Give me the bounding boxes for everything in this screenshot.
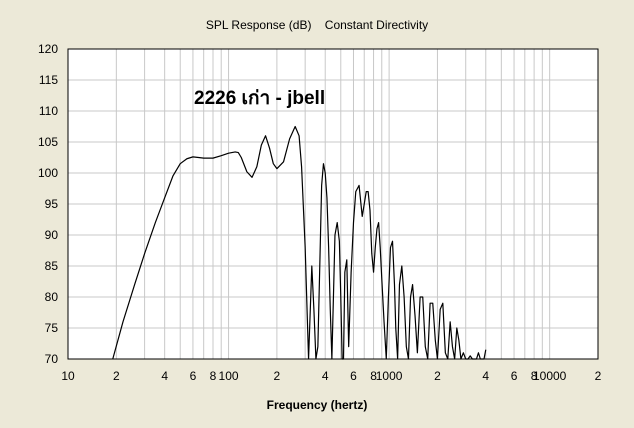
- y-tick-label: 120: [38, 42, 58, 56]
- y-tick-label: 80: [45, 290, 59, 304]
- y-tick-label: 105: [38, 135, 58, 149]
- y-tick-label: 115: [39, 73, 58, 87]
- x-axis-label: Frequency (hertz): [267, 398, 368, 412]
- x-tick-label: 2: [113, 369, 120, 383]
- x-tick-label: 4: [322, 369, 329, 383]
- chart-title: SPL Response (dB) Constant Directivity: [206, 18, 428, 32]
- x-tick-label: 1000: [376, 369, 403, 383]
- y-tick-label: 90: [45, 228, 59, 242]
- x-tick-label: 6: [511, 369, 518, 383]
- y-tick-label: 85: [45, 259, 59, 273]
- y-tick-labels: 70 75 80 85 90 95 100 105 110 115 120: [38, 42, 58, 366]
- x-tick-label: 6: [190, 369, 197, 383]
- y-tick-label: 110: [39, 104, 58, 118]
- x-tick-label: 2: [595, 369, 602, 383]
- y-tick-label: 100: [38, 166, 58, 180]
- x-tick-label: 6: [350, 369, 357, 383]
- x-tick-label: 4: [161, 369, 168, 383]
- x-tick-label: 10: [61, 369, 75, 383]
- x-tick-label: 8: [531, 369, 538, 383]
- x-tick-label: 4: [482, 369, 489, 383]
- y-tick-label: 95: [45, 197, 59, 211]
- x-tick-label: 8: [370, 369, 377, 383]
- y-tick-label: 75: [45, 321, 59, 335]
- x-tick-label: 100: [219, 369, 239, 383]
- x-tick-label: 10000: [533, 369, 567, 383]
- plot-frame: [67, 48, 599, 360]
- chart-annotation: 2226 เก่า - jbell: [194, 88, 325, 109]
- grid: [67, 48, 599, 360]
- y-tick-label: 70: [45, 352, 59, 366]
- x-tick-label: 2: [434, 369, 441, 383]
- x-tick-label: 8: [210, 369, 217, 383]
- x-tick-label: 2: [274, 369, 281, 383]
- spl-response-line: [112, 125, 487, 360]
